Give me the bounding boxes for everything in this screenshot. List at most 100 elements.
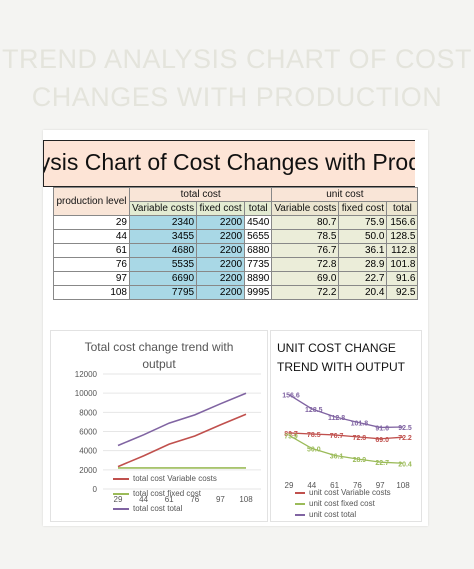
data-label: 101.8 xyxy=(351,420,369,427)
y-tick-label: 8000 xyxy=(79,408,97,417)
cell-uc-variable[interactable]: 78.5 xyxy=(271,229,340,244)
legend-swatch xyxy=(113,492,129,495)
series-line-1 xyxy=(288,432,404,440)
legend-label: total cost total xyxy=(133,504,183,513)
cell-uc-fixed[interactable]: 36.1 xyxy=(338,243,388,258)
y-tick-label: 0 xyxy=(93,485,98,494)
total-cost-chart[interactable]: Total cost change trend with output 0 200… xyxy=(50,330,268,522)
cell-uc-total[interactable]: 112.8 xyxy=(386,243,419,258)
x-tick-label: 44 xyxy=(139,495,148,504)
cell-uc-fixed[interactable]: 28.9 xyxy=(338,257,388,272)
cell-production[interactable]: 108 xyxy=(53,285,130,300)
y-tick-label: 10000 xyxy=(75,389,98,398)
cell-uc-variable[interactable]: 76.7 xyxy=(271,243,340,258)
x-tick-label: 29 xyxy=(114,495,123,504)
cell-production[interactable]: 97 xyxy=(53,271,130,286)
cell-uc-fixed[interactable]: 50.0 xyxy=(338,229,388,244)
x-tick-label: 76 xyxy=(190,495,199,504)
data-label: 76.7 xyxy=(330,433,344,440)
unit-cost-chart-plot: 29 44 61 76 97 108 80.7 78.5 76.7 72.8 69.0 72.2 75.… xyxy=(282,393,412,490)
cell-uc-variable[interactable]: 69.0 xyxy=(271,271,340,286)
cell-tc-total[interactable]: 8890 xyxy=(244,271,273,286)
cell-tc-fixed[interactable]: 2200 xyxy=(196,229,246,244)
data-label: 92.5 xyxy=(398,425,412,432)
page-heading-line1: TREND ANALYSIS CHART OF COST xyxy=(1,44,473,74)
cell-tc-total[interactable]: 4540 xyxy=(244,215,273,230)
total-cost-chart-title: Total cost change trend with output xyxy=(51,339,267,373)
cell-production[interactable]: 44 xyxy=(53,229,130,244)
header-unit-cost[interactable]: unit cost xyxy=(271,187,419,202)
header-tc-variable[interactable]: Variable costs xyxy=(128,201,198,216)
data-label: 156.6 xyxy=(282,393,300,400)
cell-tc-variable[interactable]: 3455 xyxy=(128,229,198,244)
cell-production[interactable]: 76 xyxy=(53,257,130,272)
cell-uc-total[interactable]: 128.5 xyxy=(386,229,419,244)
header-uc-total[interactable]: total xyxy=(386,201,419,216)
cell-tc-fixed[interactable]: 2200 xyxy=(196,215,246,230)
cell-uc-variable[interactable]: 80.7 xyxy=(271,215,340,230)
legend-swatch xyxy=(295,513,305,516)
cell-tc-fixed[interactable]: 2200 xyxy=(196,257,246,272)
data-label: 28.9 xyxy=(353,457,367,464)
cell-uc-total[interactable]: 101.8 xyxy=(386,257,419,272)
data-label: 112.8 xyxy=(328,415,345,422)
legend-item: total cost fixed cost xyxy=(113,489,201,498)
cell-tc-variable[interactable]: 7795 xyxy=(128,285,198,300)
table-row: 29 2340 2200 4540 80.7 75.9 156.6 xyxy=(53,215,419,230)
unit-cost-chart[interactable]: UNIT COST CHANGE TREND WITH OUTPUT 29 44 6… xyxy=(270,330,422,522)
cell-tc-variable[interactable]: 5535 xyxy=(128,257,198,272)
cell-tc-fixed[interactable]: 2200 xyxy=(196,243,246,258)
cell-tc-variable[interactable]: 6690 xyxy=(128,271,198,286)
legend-label: unit cost total xyxy=(309,510,357,519)
legend-item: unit cost total xyxy=(295,510,356,519)
legend-swatch xyxy=(113,507,129,510)
data-label: 69.0 xyxy=(375,437,389,444)
cell-tc-total[interactable]: 6880 xyxy=(244,243,273,258)
total-cost-chart-plot: 0 2000 4000 6000 8000 10000 12000 29 44 61 76 97 108 xyxy=(75,370,261,504)
y-tick-label: 4000 xyxy=(79,447,97,456)
cell-tc-variable[interactable]: 4680 xyxy=(128,243,198,258)
header-tc-fixed[interactable]: fixed cost xyxy=(196,201,246,216)
data-label: 80.7 xyxy=(284,431,298,438)
cell-tc-total[interactable]: 9995 xyxy=(244,285,273,300)
cell-uc-fixed[interactable]: 75.9 xyxy=(338,215,388,230)
x-tick-label: 61 xyxy=(330,481,339,490)
cost-table: production level total cost unit cost Va… xyxy=(53,187,419,300)
legend-item: unit cost fixed cost xyxy=(295,499,375,508)
data-label: 72.2 xyxy=(398,435,412,442)
x-tick-label: 44 xyxy=(307,481,316,490)
x-tick-label: 97 xyxy=(216,495,225,504)
cell-tc-fixed[interactable]: 2200 xyxy=(196,271,246,286)
sheet-title-cell[interactable]: Analysis Chart of Cost Changes with Prod xyxy=(43,140,415,187)
cell-uc-variable[interactable]: 72.2 xyxy=(271,285,340,300)
series-line-3 xyxy=(117,392,247,447)
legend-label: total cost Variable costs xyxy=(133,474,217,483)
header-tc-total[interactable]: total xyxy=(244,201,273,216)
x-tick-label: 108 xyxy=(396,481,410,490)
cell-uc-total[interactable]: 91.6 xyxy=(386,271,419,286)
cell-uc-variable[interactable]: 72.8 xyxy=(271,257,340,272)
legend-swatch xyxy=(295,491,305,494)
cell-production[interactable]: 29 xyxy=(53,215,130,230)
cell-tc-fixed[interactable]: 2200 xyxy=(196,285,246,300)
header-uc-variable[interactable]: Variable costs xyxy=(271,201,340,216)
x-tick-label: 108 xyxy=(239,495,253,504)
cell-uc-total[interactable]: 156.6 xyxy=(386,215,419,230)
table-row: 44 3455 2200 5655 78.5 50.0 128.5 xyxy=(53,229,419,244)
cell-production[interactable]: 61 xyxy=(53,243,130,258)
series-line-3 xyxy=(288,394,404,429)
header-uc-fixed[interactable]: fixed cost xyxy=(338,201,388,216)
cell-uc-total[interactable]: 92.5 xyxy=(386,285,419,300)
cell-tc-variable[interactable]: 2340 xyxy=(128,215,198,230)
cell-uc-fixed[interactable]: 20.4 xyxy=(338,285,388,300)
data-label: 20.4 xyxy=(398,461,412,468)
header-production-level[interactable]: production level xyxy=(53,187,130,216)
y-tick-label: 2000 xyxy=(79,466,97,475)
data-label: 36.1 xyxy=(330,453,344,460)
cell-tc-total[interactable]: 5655 xyxy=(244,229,273,244)
cell-uc-fixed[interactable]: 22.7 xyxy=(338,271,388,286)
header-total-cost[interactable]: total cost xyxy=(128,187,273,202)
chart-title-text: Total cost change trend with output xyxy=(84,340,234,371)
legend-item: total cost Variable costs xyxy=(113,474,217,483)
cell-tc-total[interactable]: 7735 xyxy=(244,257,273,272)
